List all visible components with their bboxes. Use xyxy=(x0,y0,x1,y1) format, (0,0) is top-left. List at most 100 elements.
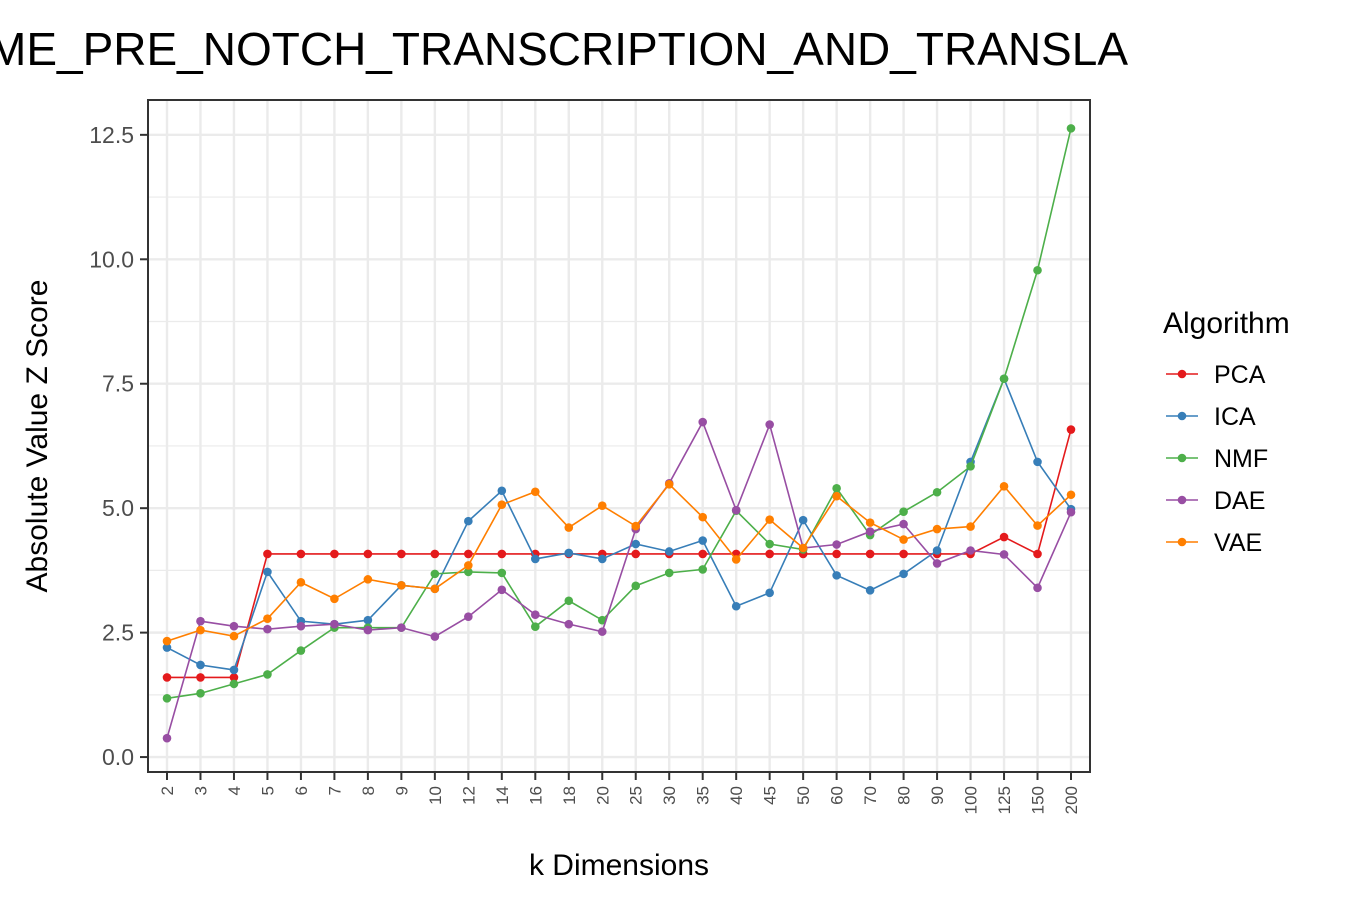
x-tick-label: 80 xyxy=(895,786,914,805)
data-point-pca xyxy=(196,673,205,682)
data-point-dae xyxy=(1033,583,1042,593)
data-point-pca xyxy=(999,532,1009,542)
data-point-vae xyxy=(765,515,774,524)
data-point-vae xyxy=(196,625,205,635)
data-point-dae xyxy=(1066,507,1076,517)
data-point-pca xyxy=(832,549,841,559)
legend-label: DAE xyxy=(1214,487,1265,515)
data-point-dae xyxy=(162,733,172,743)
data-point-ica xyxy=(530,554,540,564)
plot-background xyxy=(148,100,1090,772)
data-point-vae xyxy=(162,636,172,646)
data-point-pca xyxy=(363,549,373,559)
data-point-ica xyxy=(597,554,607,564)
data-point-pca xyxy=(899,549,908,559)
legend-marker xyxy=(1177,453,1187,463)
data-point-nmf xyxy=(296,646,306,655)
legend-item-ica: ICA xyxy=(1166,403,1256,431)
data-point-pca xyxy=(263,549,272,559)
data-point-pca xyxy=(1066,425,1076,434)
data-point-dae xyxy=(731,505,741,515)
legend-item-nmf: NMF xyxy=(1166,445,1268,473)
x-tick-label: 2 xyxy=(158,786,177,795)
data-point-vae xyxy=(798,543,808,553)
data-point-dae xyxy=(899,519,908,529)
data-point-vae xyxy=(698,512,708,522)
data-point-dae xyxy=(263,624,272,634)
data-point-vae xyxy=(966,522,975,531)
data-point-pca xyxy=(229,673,239,682)
data-point-dae xyxy=(865,527,875,536)
x-tick-label: 4 xyxy=(225,786,244,795)
data-point-ica xyxy=(832,571,841,580)
series-line-ica xyxy=(166,376,1072,671)
data-point-pca xyxy=(464,549,473,559)
data-point-ica xyxy=(363,615,373,625)
data-point-dae xyxy=(698,417,708,427)
data-point-pca xyxy=(497,549,507,559)
legend-marker xyxy=(1177,411,1187,421)
data-point-vae xyxy=(731,555,741,564)
legend-label: VAE xyxy=(1214,529,1262,557)
series-vae xyxy=(162,479,1076,646)
data-point-nmf xyxy=(229,679,239,689)
data-point-dae xyxy=(999,550,1009,559)
data-point-dae xyxy=(330,619,339,629)
x-tick-label: 8 xyxy=(359,786,378,795)
data-point-nmf xyxy=(932,487,942,497)
data-point-vae xyxy=(999,481,1009,491)
x-tick-label: 20 xyxy=(593,786,612,805)
data-point-vae xyxy=(263,614,272,623)
data-point-vae xyxy=(497,500,507,509)
x-tick-label: 90 xyxy=(928,786,947,805)
x-axis-title: k Dimensions xyxy=(529,849,709,882)
series-line-vae xyxy=(166,483,1072,642)
data-point-vae xyxy=(832,491,841,501)
data-point-vae xyxy=(330,594,339,604)
data-point-nmf xyxy=(196,689,205,698)
data-point-ica xyxy=(564,548,574,558)
data-point-nmf xyxy=(597,615,607,625)
x-tick-label: 5 xyxy=(258,786,277,795)
x-tick-label: 35 xyxy=(694,786,713,805)
data-point-dae xyxy=(397,623,406,632)
data-point-ica xyxy=(731,601,741,611)
x-tick-label: 125 xyxy=(995,786,1014,814)
data-point-vae xyxy=(363,575,373,584)
data-point-nmf xyxy=(464,567,473,577)
data-point-pca xyxy=(296,549,306,559)
data-point-ica xyxy=(497,486,507,496)
data-point-vae xyxy=(932,524,942,534)
legend-label: NMF xyxy=(1214,445,1268,473)
data-point-ica xyxy=(196,660,205,670)
data-point-ica xyxy=(932,546,942,555)
data-point-ica xyxy=(1033,457,1042,467)
data-point-vae xyxy=(1066,490,1076,500)
x-tick-label: 3 xyxy=(191,786,210,795)
data-point-dae xyxy=(932,559,942,568)
x-tick-label: 30 xyxy=(660,786,679,805)
x-tick-label: 10 xyxy=(426,786,445,805)
data-point-ica xyxy=(664,547,674,556)
x-tick-label: 9 xyxy=(392,786,411,795)
legend-item-dae: DAE xyxy=(1166,487,1265,515)
series-layer xyxy=(162,124,1076,743)
x-tick-label: 50 xyxy=(794,786,813,805)
data-point-nmf xyxy=(899,507,908,516)
legend-label: PCA xyxy=(1214,361,1266,389)
data-point-ica xyxy=(631,539,641,549)
data-point-dae xyxy=(464,612,473,621)
data-point-ica xyxy=(229,665,239,675)
data-point-nmf xyxy=(430,569,440,579)
x-tick-label: 7 xyxy=(325,786,344,795)
data-point-vae xyxy=(664,479,674,489)
data-point-nmf xyxy=(832,483,841,493)
grid-lines xyxy=(148,100,1090,772)
x-tick-label: 100 xyxy=(962,786,981,814)
data-point-vae xyxy=(296,578,306,587)
y-tick-label: 5.0 xyxy=(102,495,134,521)
data-point-pca xyxy=(1033,549,1042,559)
data-point-nmf xyxy=(1066,124,1076,133)
plot-panel-border xyxy=(147,99,1091,773)
data-point-dae xyxy=(530,610,540,620)
